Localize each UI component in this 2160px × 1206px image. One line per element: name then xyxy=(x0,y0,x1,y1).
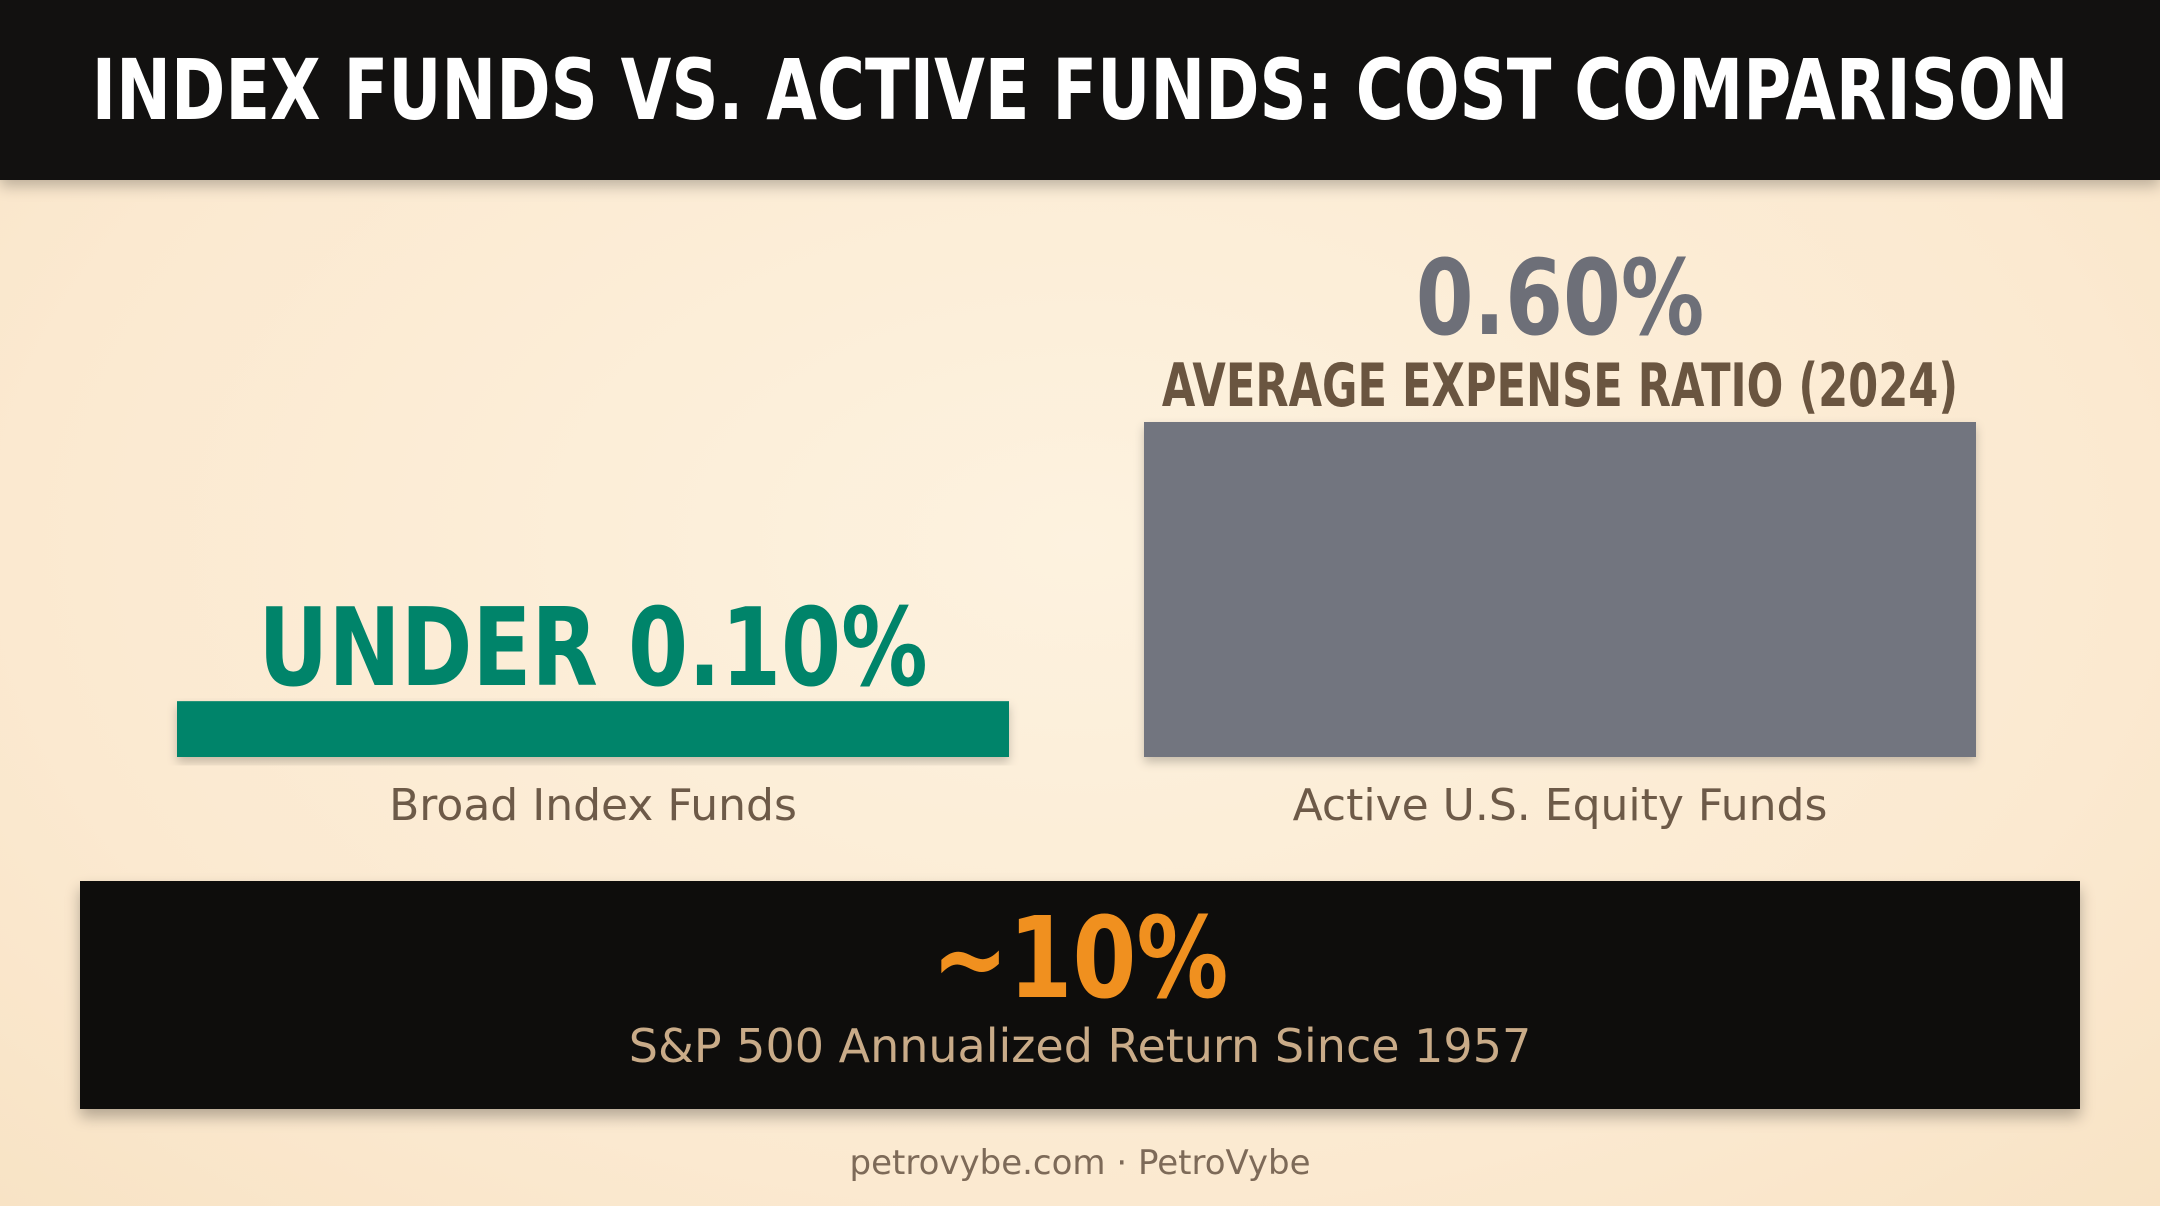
value-sublabel-1: AVERAGE EXPENSE RATIO (2024) xyxy=(1162,351,1958,421)
bar-0 xyxy=(177,701,1009,757)
bar-1 xyxy=(1144,422,1976,757)
title-banner: INDEX FUNDS VS. ACTIVE FUNDS: COST COMPA… xyxy=(0,0,2160,180)
value-label-0: UNDER 0.10% xyxy=(258,586,927,712)
stat-callout-box: ~10% S&P 500 Annualized Return Since 195… xyxy=(80,881,2080,1109)
source-credit: petrovybe.com · PetroVybe xyxy=(849,1143,1311,1183)
stat-caption: S&P 500 Annualized Return Since 1957 xyxy=(628,1019,1532,1073)
value-label-1: 0.60% xyxy=(1416,239,1705,359)
chart-title: INDEX FUNDS VS. ACTIVE FUNDS: COST COMPA… xyxy=(91,41,2069,139)
stat-value: ~10% xyxy=(931,894,1229,1024)
bar-chart: UNDER 0.10% Broad Index Funds 0.60%AVERAGE… xyxy=(177,239,1976,831)
category-label-0: Broad Index Funds xyxy=(389,780,797,831)
category-label-1: Active U.S. Equity Funds xyxy=(1293,780,1828,831)
